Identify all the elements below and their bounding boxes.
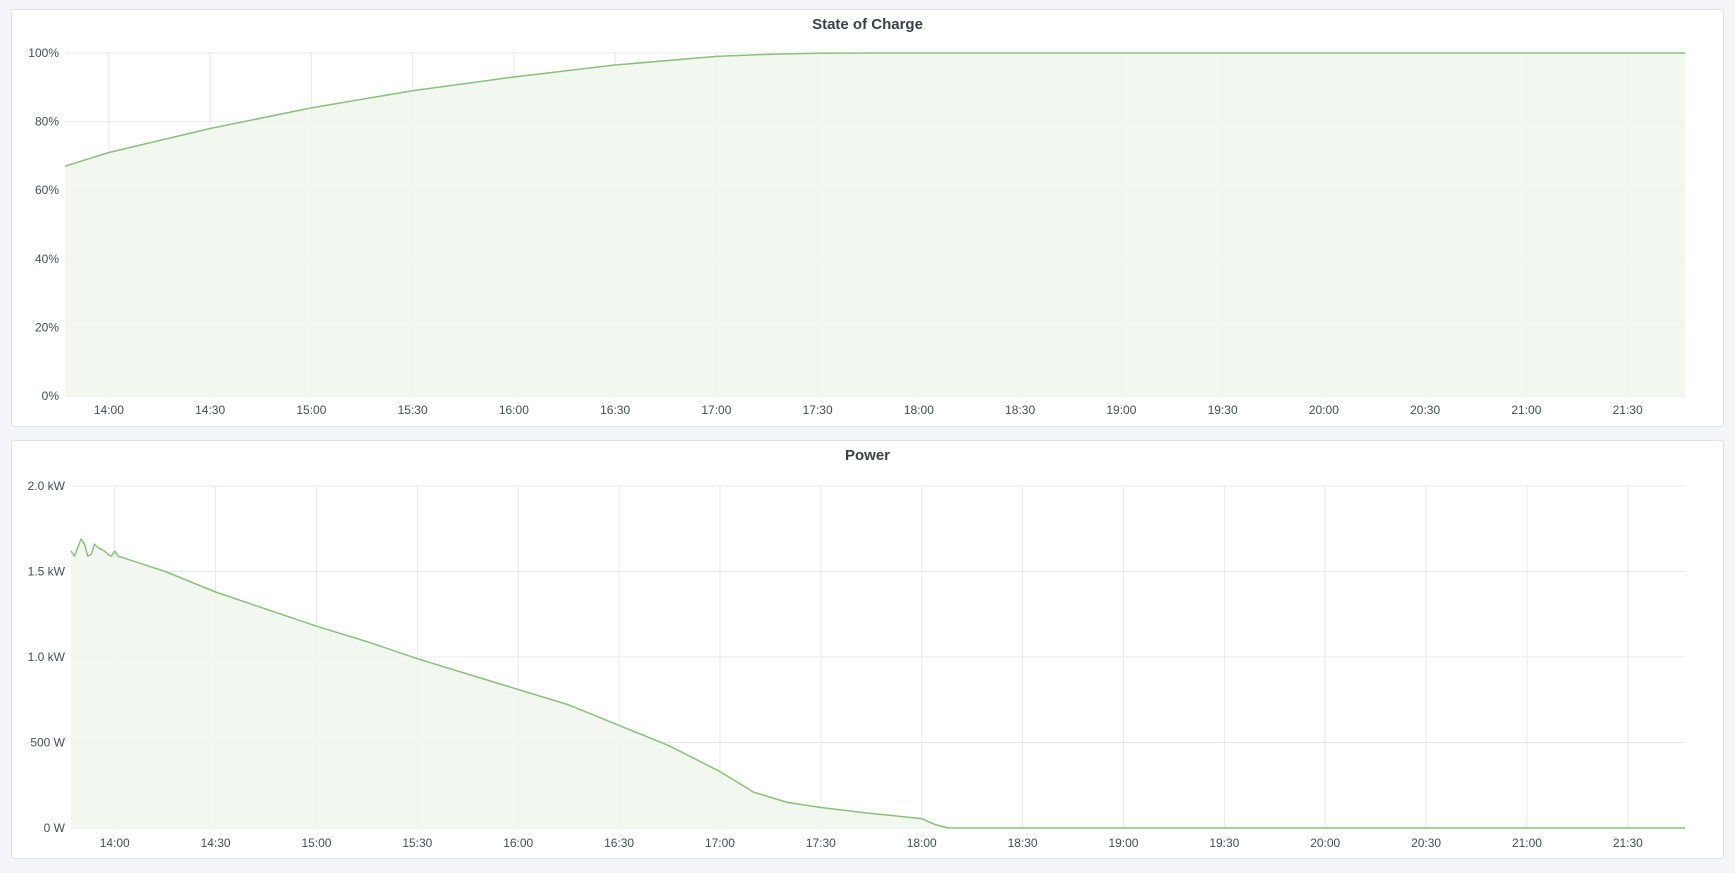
y-tick-label: 80% bbox=[35, 115, 59, 129]
x-tick-label: 15:30 bbox=[402, 836, 432, 850]
x-tick-label: 15:00 bbox=[296, 403, 326, 417]
y-tick-label: 2.0 kW bbox=[28, 479, 66, 493]
x-tick-label: 20:30 bbox=[1411, 836, 1441, 850]
x-tick-label: 16:30 bbox=[604, 836, 634, 850]
x-tick-label: 14:30 bbox=[195, 403, 225, 417]
soc-chart-title: State of Charge bbox=[812, 16, 923, 33]
x-tick-label: 14:00 bbox=[94, 403, 124, 417]
y-tick-label: 60% bbox=[35, 183, 59, 197]
x-tick-label: 15:30 bbox=[398, 403, 428, 417]
x-tick-label: 21:30 bbox=[1613, 403, 1643, 417]
soc-panel: State of Charge 0% 20% 40% 60% 80% 100% 14:00 1… bbox=[11, 9, 1724, 427]
x-tick-label: 18:00 bbox=[904, 403, 934, 417]
x-tick-label: 21:00 bbox=[1511, 403, 1541, 417]
x-tick-label: 19:30 bbox=[1209, 836, 1239, 850]
x-tick-label: 21:00 bbox=[1512, 836, 1542, 850]
power-panel: Power 0 W 500 W 1.0 kW 1.5 kW 2.0 kW 14:00 14:… bbox=[11, 440, 1724, 859]
x-tick-label: 19:30 bbox=[1208, 403, 1238, 417]
series-line bbox=[70, 538, 1685, 829]
y-tick-label: 100% bbox=[28, 46, 59, 60]
x-tick-label: 18:30 bbox=[1008, 836, 1038, 850]
power-chart: 0 W 500 W 1.0 kW 1.5 kW 2.0 kW 14:00 14:30 15:0… bbox=[28, 479, 1685, 850]
y-tick-label: 500 W bbox=[30, 736, 65, 750]
series-area bbox=[65, 53, 1685, 396]
x-tick-label: 16:30 bbox=[600, 403, 630, 417]
soc-chart: 0% 20% 40% 60% 80% 100% 14:00 14:30 15:00 15:30 16… bbox=[28, 46, 1685, 417]
series-line bbox=[64, 52, 1685, 167]
x-tick-label: 17:00 bbox=[701, 403, 731, 417]
y-tick-label: 20% bbox=[35, 320, 59, 334]
y-tick-label: 40% bbox=[35, 252, 59, 266]
series-area bbox=[71, 539, 1685, 828]
x-tick-label: 18:00 bbox=[907, 836, 937, 850]
x-tick-label: 16:00 bbox=[499, 403, 529, 417]
x-tick-label: 20:00 bbox=[1309, 403, 1339, 417]
x-tick-label: 17:00 bbox=[705, 836, 735, 850]
y-tick-label: 0% bbox=[42, 389, 60, 403]
x-tick-label: 21:30 bbox=[1613, 836, 1643, 850]
x-tick-label: 15:00 bbox=[301, 836, 331, 850]
y-tick-label: 1.5 kW bbox=[28, 565, 66, 579]
x-tick-label: 18:30 bbox=[1005, 403, 1035, 417]
y-tick-label: 1.0 kW bbox=[28, 650, 66, 664]
x-tick-label: 17:30 bbox=[803, 403, 833, 417]
x-tick-label: 20:30 bbox=[1410, 403, 1440, 417]
x-tick-label: 17:30 bbox=[806, 836, 836, 850]
x-tick-label: 16:00 bbox=[503, 836, 533, 850]
x-tick-label: 14:00 bbox=[100, 836, 130, 850]
x-tick-label: 19:00 bbox=[1106, 403, 1136, 417]
x-tick-label: 14:30 bbox=[201, 836, 231, 850]
y-tick-label: 0 W bbox=[44, 821, 66, 835]
power-chart-title: Power bbox=[844, 447, 890, 464]
x-tick-label: 19:00 bbox=[1108, 836, 1138, 850]
x-tick-label: 20:00 bbox=[1310, 836, 1340, 850]
